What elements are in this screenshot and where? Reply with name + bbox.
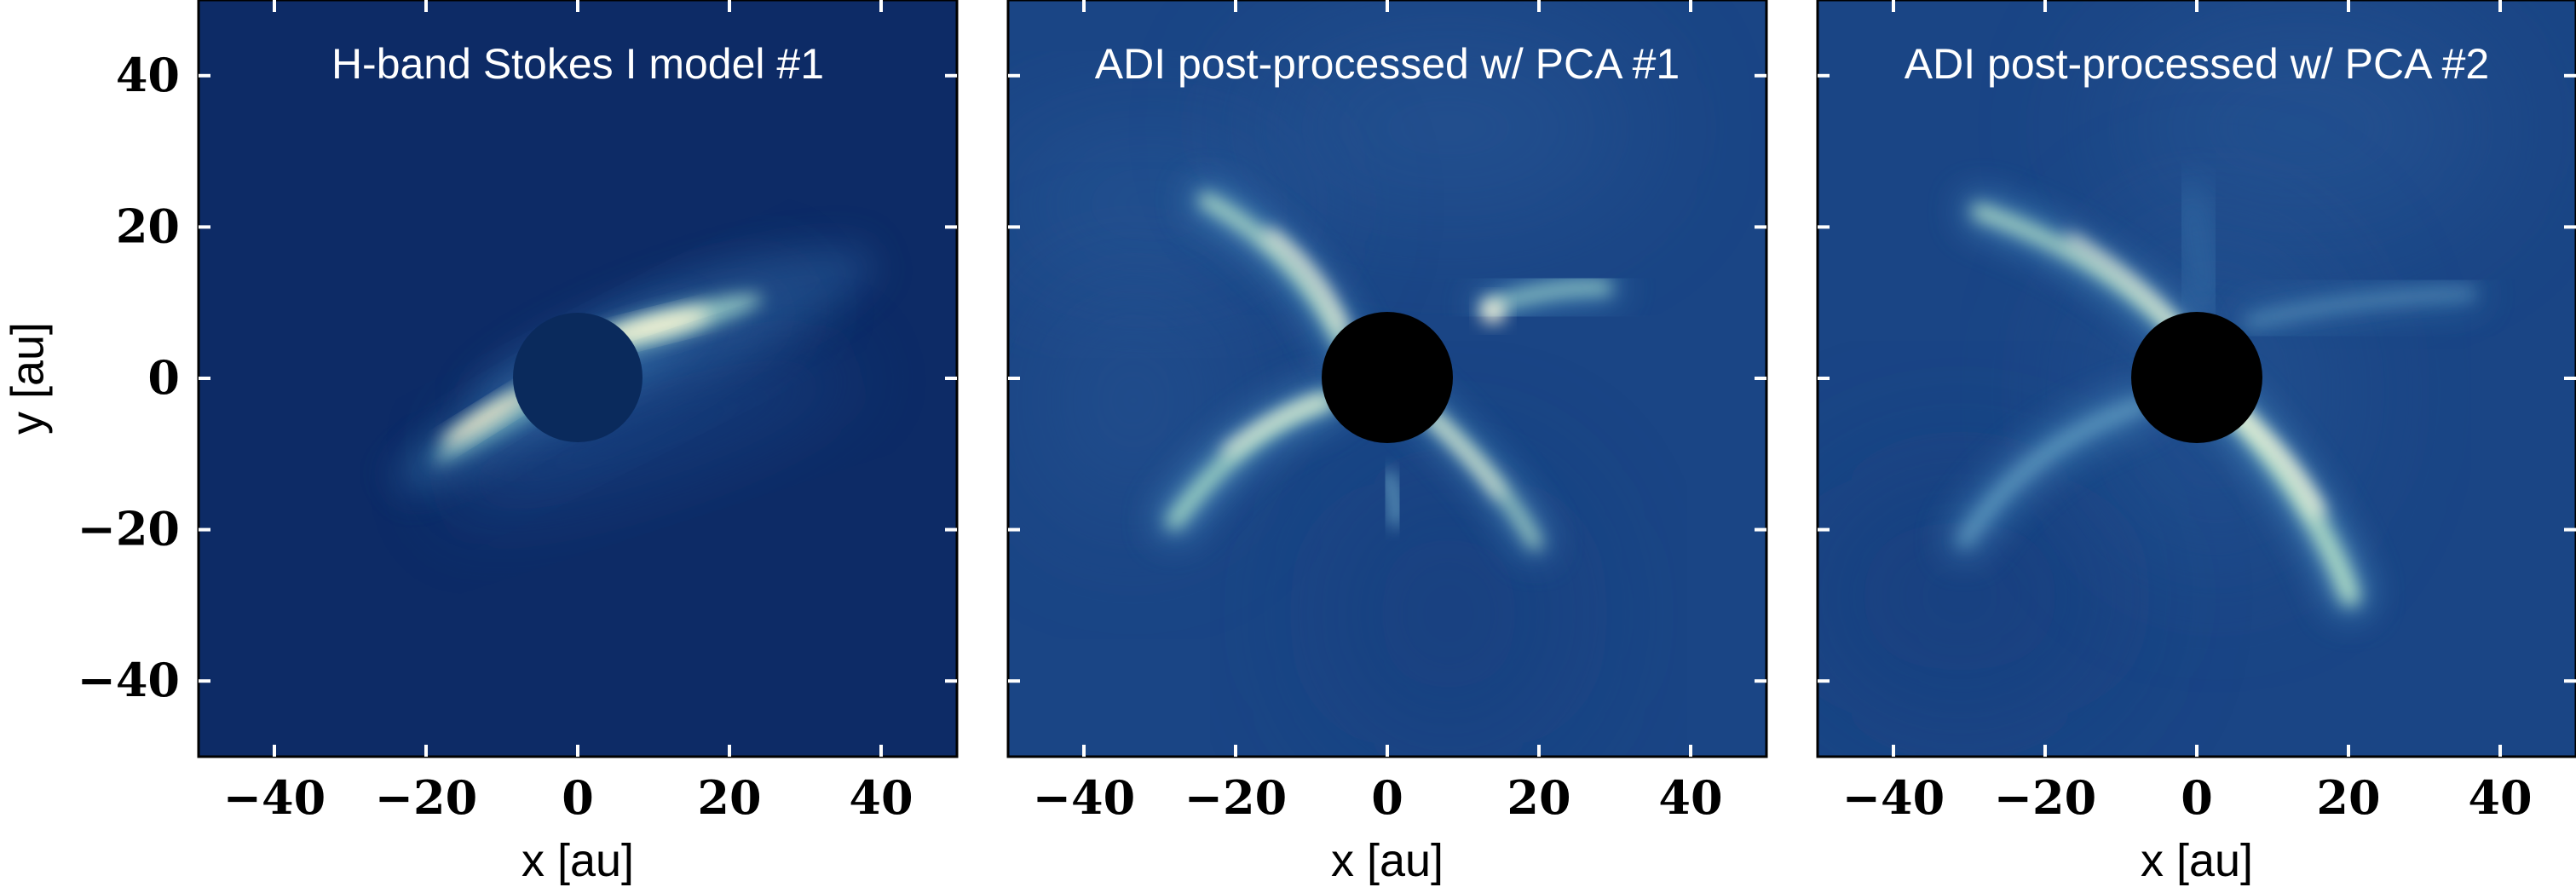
y-tick-label: −40 — [78, 653, 180, 707]
coronagraph-mask — [2131, 312, 2262, 443]
x-axis-label: x [au] — [1331, 835, 1444, 886]
panel-title: ADI post-processed w/ PCA #1 — [1095, 40, 1680, 88]
y-tick-label: −20 — [78, 502, 180, 556]
panel-adi-pca-1 — [1008, 0, 1766, 757]
coronagraph-mask — [1322, 312, 1453, 443]
x-tick-label: −40 — [1842, 770, 1945, 825]
y-tick-label: 40 — [116, 48, 180, 102]
disk-emission-image — [397, 247, 874, 516]
x-tick-label: 20 — [697, 770, 761, 825]
adi-residual-image — [1008, 34, 1645, 750]
y-tick-label: 20 — [116, 199, 180, 253]
y-tick-label: 0 — [147, 350, 180, 405]
panel-title: H-band Stokes I model #1 — [331, 40, 824, 88]
x-tick-label: −40 — [223, 770, 326, 825]
panel-stokes-i-model — [199, 0, 957, 757]
x-tick-label: 40 — [1658, 770, 1722, 825]
x-axis-label: x [au] — [2141, 835, 2253, 886]
adi-residual-image — [1818, 17, 2497, 724]
x-tick-label: 40 — [849, 770, 913, 825]
y-axis-label: y [au] — [2, 322, 53, 435]
coronagraph-mask — [513, 313, 643, 442]
x-axis-label: x [au] — [522, 835, 634, 886]
axes-2: −40 −20 0 20 40 ADI post-processed w/ PCA #1 x… — [1006, 0, 1768, 886]
x-tick-label: 0 — [562, 770, 594, 825]
x-tick-label: 40 — [2468, 770, 2532, 825]
axes-3: −40 −20 0 20 40 ADI post-processed w/ PCA #2 x… — [1816, 0, 2576, 886]
x-tick-label: −40 — [1033, 770, 1135, 825]
axes-1: −40 −20 0 20 40 −40 −20 0 20 40 H-band Stokes I mo… — [2, 0, 959, 886]
panel-title: ADI post-processed w/ PCA #2 — [1905, 40, 2489, 88]
panel-adi-pca-2 — [1818, 0, 2576, 757]
x-tick-label: −20 — [1184, 770, 1287, 825]
x-tick-label: 0 — [1371, 770, 1403, 825]
x-tick-label: −20 — [1994, 770, 2096, 825]
x-tick-label: 20 — [1507, 770, 1570, 825]
x-tick-label: 0 — [2181, 770, 2213, 825]
x-tick-label: −20 — [375, 770, 477, 825]
x-tick-label: 20 — [2316, 770, 2380, 825]
